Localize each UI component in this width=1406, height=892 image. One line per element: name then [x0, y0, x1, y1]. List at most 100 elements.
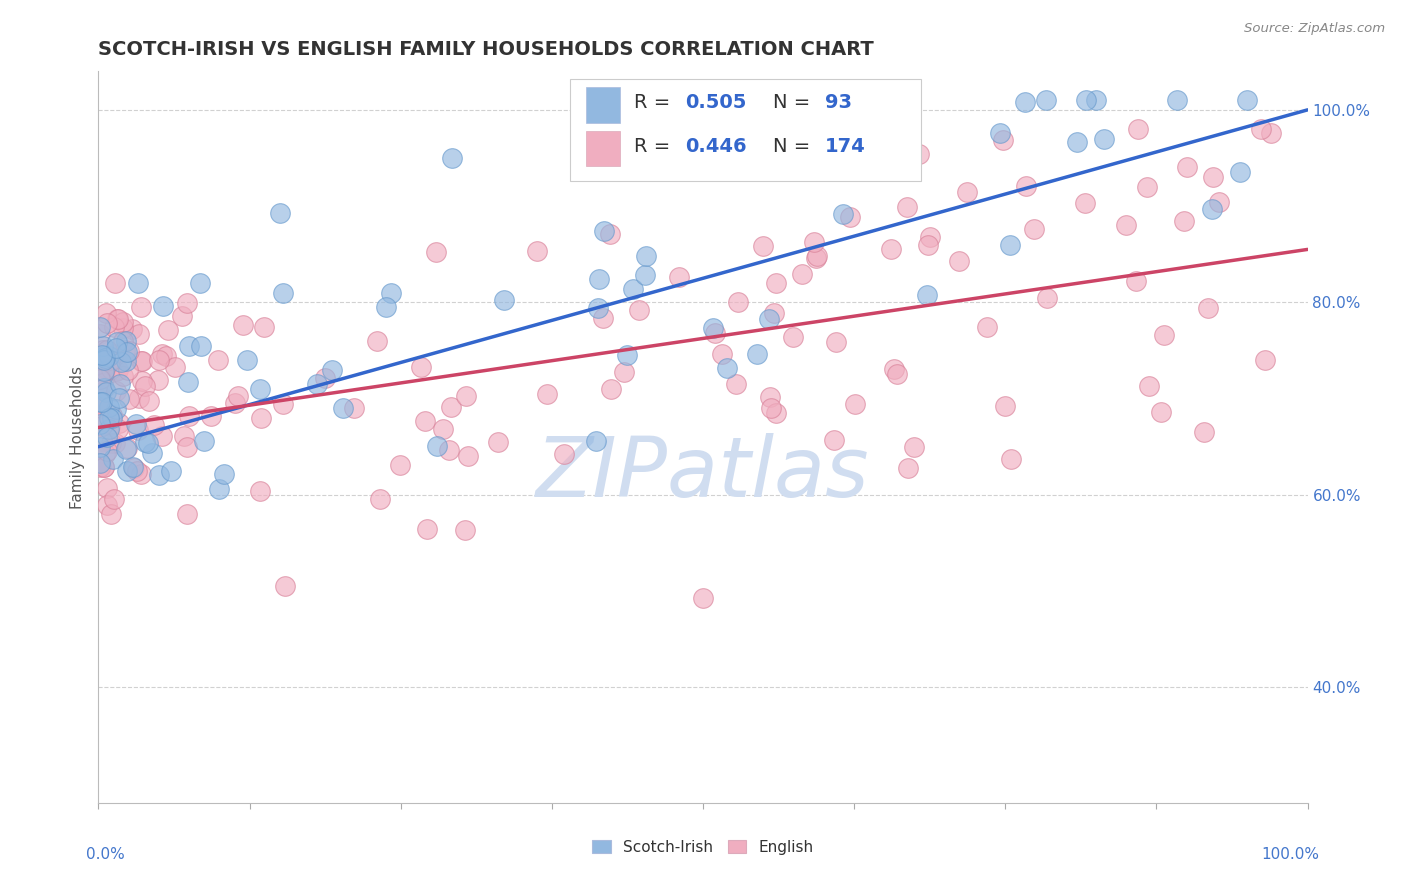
Point	[146, 373, 169, 387]
Point	[441, 151, 464, 165]
Point	[89, 440, 111, 454]
Point	[103, 347, 125, 361]
Point	[118, 343, 141, 358]
Point	[956, 185, 979, 199]
Point	[271, 285, 294, 300]
Point	[994, 400, 1017, 414]
Point	[1166, 93, 1188, 107]
Point	[97, 421, 120, 435]
Point	[1085, 93, 1108, 107]
Point	[526, 244, 548, 258]
Point	[91, 376, 114, 391]
Point	[375, 300, 398, 314]
Point	[613, 366, 636, 380]
FancyBboxPatch shape	[569, 78, 921, 181]
Point	[177, 409, 200, 423]
Point	[824, 334, 846, 349]
Point	[759, 401, 782, 416]
Point	[94, 351, 117, 366]
Text: R =: R =	[634, 94, 676, 112]
Point	[112, 369, 135, 384]
Point	[1173, 214, 1195, 228]
Point	[599, 227, 621, 241]
Point	[536, 387, 558, 401]
Point	[948, 253, 970, 268]
Point	[89, 401, 111, 416]
Text: N =: N =	[773, 137, 817, 156]
Point	[129, 467, 152, 481]
Point	[89, 460, 111, 475]
Point	[90, 400, 112, 414]
Point	[89, 396, 111, 410]
Point	[115, 334, 138, 348]
Point	[492, 293, 515, 307]
Point	[1201, 169, 1223, 184]
Point	[104, 436, 127, 450]
Point	[100, 436, 122, 450]
Point	[654, 151, 676, 165]
Point	[593, 223, 616, 237]
Point	[93, 381, 115, 395]
Point	[370, 491, 392, 506]
Point	[107, 363, 129, 377]
Point	[1236, 93, 1258, 107]
Point	[1150, 405, 1173, 419]
Point	[903, 440, 925, 454]
Point	[988, 127, 1011, 141]
Point	[232, 318, 254, 332]
Point	[810, 164, 832, 178]
Point	[762, 306, 785, 320]
Point	[117, 362, 139, 376]
Point	[803, 235, 825, 249]
Point	[1208, 194, 1230, 209]
Point	[772, 132, 794, 146]
Point	[432, 422, 454, 436]
Text: 0.446: 0.446	[685, 137, 747, 156]
Point	[176, 507, 198, 521]
Point	[1197, 301, 1219, 315]
Point	[98, 349, 121, 363]
Point	[457, 449, 479, 463]
Point	[101, 411, 124, 425]
Point	[212, 467, 235, 481]
Point	[89, 371, 111, 385]
Point	[148, 467, 170, 482]
Point	[1254, 353, 1277, 368]
Point	[96, 482, 118, 496]
Point	[249, 382, 271, 396]
Point	[188, 276, 211, 290]
Point	[437, 443, 460, 458]
Point	[96, 498, 118, 512]
Point	[1201, 202, 1223, 216]
Point	[155, 350, 177, 364]
Y-axis label: Family Households: Family Households	[70, 366, 86, 508]
Point	[104, 401, 127, 416]
Point	[1126, 122, 1149, 136]
Point	[976, 320, 998, 334]
Point	[94, 306, 117, 320]
Point	[107, 312, 129, 326]
Point	[127, 423, 149, 437]
Point	[273, 397, 295, 411]
Point	[758, 312, 780, 326]
Point	[105, 311, 128, 326]
Point	[633, 268, 655, 283]
Point	[101, 452, 124, 467]
Point	[107, 422, 129, 436]
Point	[792, 268, 814, 282]
Legend: Scotch-Irish, English: Scotch-Irish, English	[586, 834, 820, 861]
Point	[107, 416, 129, 430]
Point	[806, 249, 828, 263]
Point	[832, 206, 855, 220]
Point	[727, 295, 749, 310]
Point	[127, 276, 149, 290]
Point	[115, 464, 138, 478]
Point	[343, 401, 366, 415]
Point	[823, 127, 845, 141]
Point	[122, 461, 145, 475]
Point	[1175, 160, 1198, 174]
Point	[89, 456, 111, 470]
Point	[104, 276, 127, 290]
Point	[105, 334, 128, 349]
Point	[97, 400, 120, 414]
